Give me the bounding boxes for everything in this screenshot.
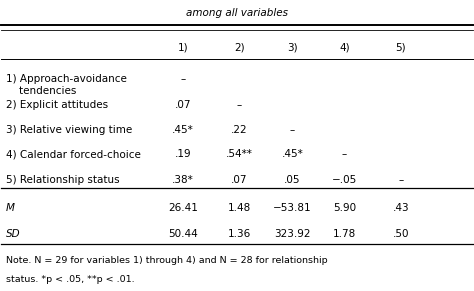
Text: 3) Relative viewing time: 3) Relative viewing time <box>6 125 132 135</box>
Text: 1.78: 1.78 <box>333 229 356 239</box>
Text: –: – <box>342 149 347 159</box>
Text: .05: .05 <box>284 175 301 185</box>
Text: M: M <box>6 203 15 213</box>
Text: −53.81: −53.81 <box>273 203 312 213</box>
Text: .07: .07 <box>231 175 247 185</box>
Text: 4): 4) <box>339 42 350 52</box>
Text: –: – <box>180 74 185 84</box>
Text: 5): 5) <box>396 42 406 52</box>
Text: .07: .07 <box>174 100 191 110</box>
Text: 2): 2) <box>234 42 245 52</box>
Text: 323.92: 323.92 <box>274 229 311 239</box>
Text: 26.41: 26.41 <box>168 203 198 213</box>
Text: among all variables: among all variables <box>186 8 288 18</box>
Text: 1) Approach-avoidance
    tendencies: 1) Approach-avoidance tendencies <box>6 74 127 96</box>
Text: 5) Relationship status: 5) Relationship status <box>6 175 120 185</box>
Text: –: – <box>398 175 403 185</box>
Text: .22: .22 <box>231 125 248 135</box>
Text: 50.44: 50.44 <box>168 229 198 239</box>
Text: 1.36: 1.36 <box>228 229 251 239</box>
Text: 5.90: 5.90 <box>333 203 356 213</box>
Text: 3): 3) <box>287 42 298 52</box>
Text: 4) Calendar forced-choice: 4) Calendar forced-choice <box>6 149 141 159</box>
Text: status. *p < .05, **p < .01.: status. *p < .05, **p < .01. <box>6 275 135 284</box>
Text: .38*: .38* <box>172 175 194 185</box>
Text: .54**: .54** <box>226 149 253 159</box>
Text: .19: .19 <box>174 149 191 159</box>
Text: –: – <box>290 125 295 135</box>
Text: −.05: −.05 <box>332 175 357 185</box>
Text: 2) Explicit attitudes: 2) Explicit attitudes <box>6 100 108 110</box>
Text: 1): 1) <box>177 42 188 52</box>
Text: .43: .43 <box>392 203 409 213</box>
Text: SD: SD <box>6 229 21 239</box>
Text: 1.48: 1.48 <box>228 203 251 213</box>
Text: .45*: .45* <box>172 125 194 135</box>
Text: –: – <box>237 100 242 110</box>
Text: Note. N = 29 for variables 1) through 4) and N = 28 for relationship: Note. N = 29 for variables 1) through 4)… <box>6 255 328 265</box>
Text: .45*: .45* <box>282 149 303 159</box>
Text: .50: .50 <box>393 229 409 239</box>
